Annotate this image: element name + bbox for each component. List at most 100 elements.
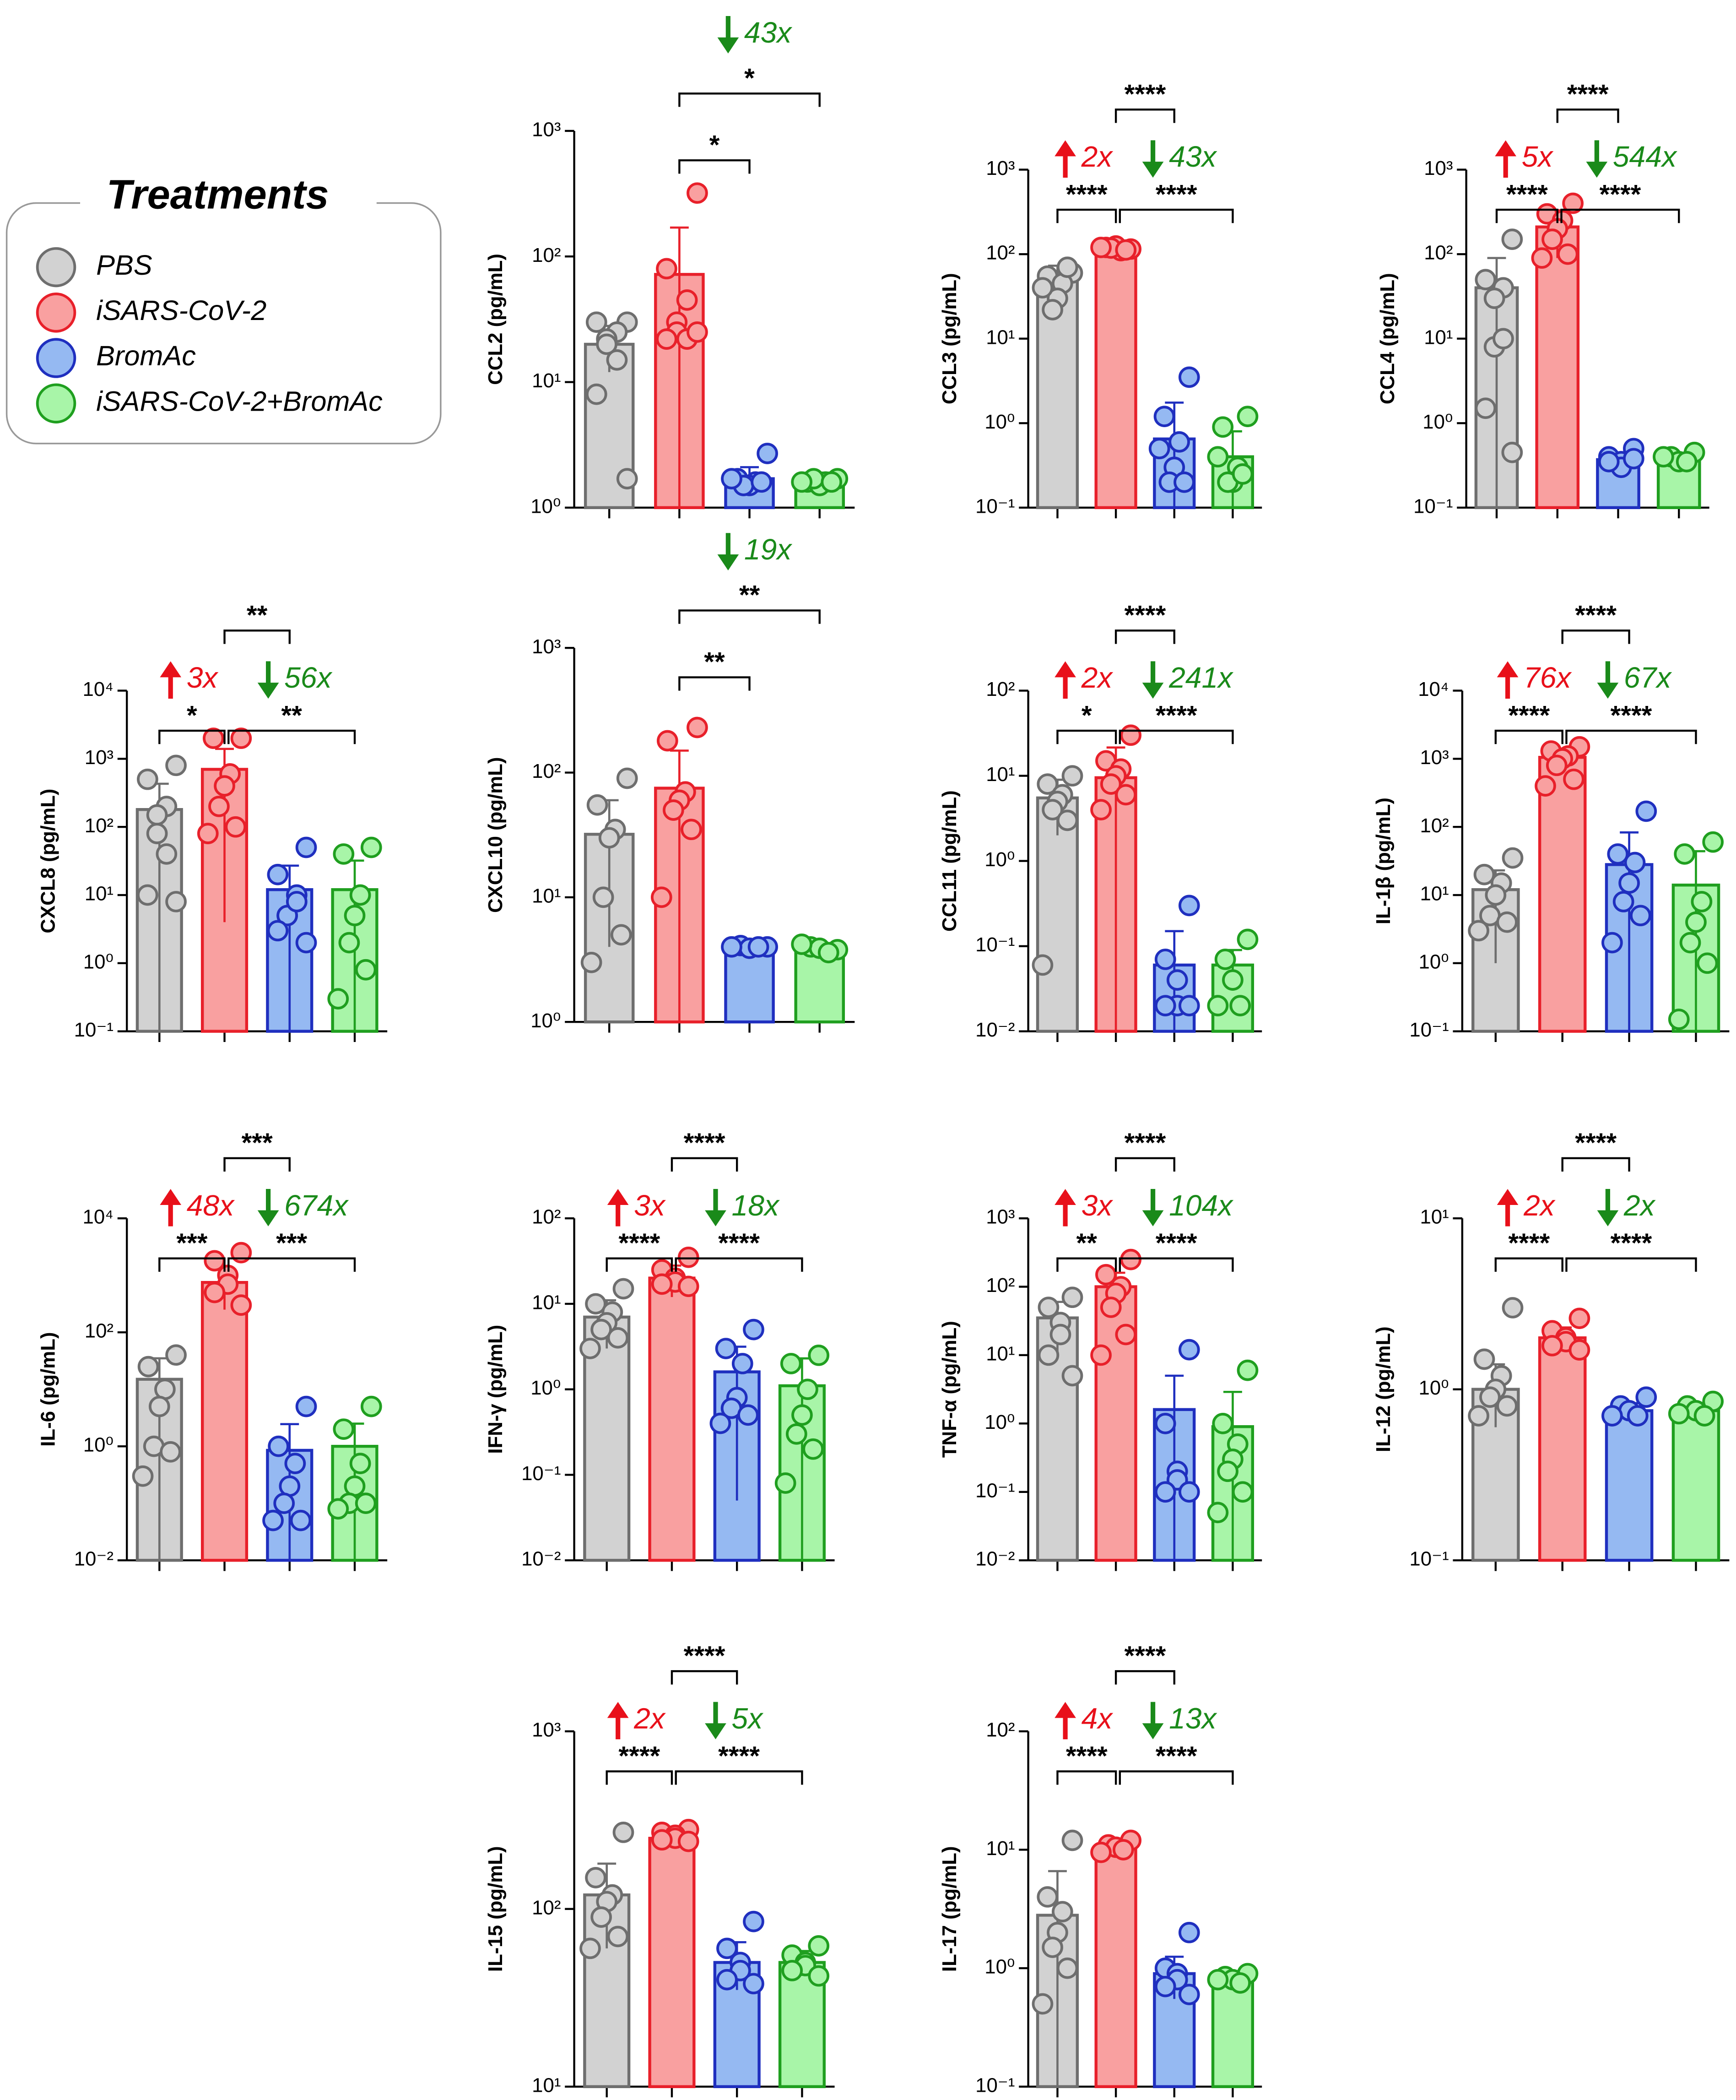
y-tick-label: 10⁻² xyxy=(975,1548,1015,1570)
fold-arrow-head xyxy=(160,1188,182,1205)
significance-label: **** xyxy=(1125,79,1166,109)
data-point xyxy=(656,328,677,350)
y-tick-label: 10⁻² xyxy=(74,1548,114,1570)
y-tick-label: 10³ xyxy=(1420,746,1449,769)
bar xyxy=(1211,1978,1255,2089)
fold-down-label: 544x xyxy=(1613,140,1677,173)
data-point xyxy=(1696,952,1718,974)
y-tick-label: 10³ xyxy=(1424,157,1453,179)
data-point xyxy=(203,727,224,749)
data-point xyxy=(1674,843,1696,865)
data-point xyxy=(612,1278,634,1300)
fold-arrow-head xyxy=(1586,162,1608,178)
data-point xyxy=(797,1378,818,1400)
y-tick-label: 10¹ xyxy=(532,1291,561,1313)
significance-label: **** xyxy=(1508,700,1550,730)
data-point xyxy=(1090,1841,1112,1863)
data-point xyxy=(590,1319,612,1340)
fold-up-label: 48x xyxy=(187,1189,235,1222)
significance-label: **** xyxy=(1125,600,1166,630)
data-point xyxy=(579,1338,601,1359)
significance-bracket xyxy=(1056,208,1117,223)
data-point xyxy=(1090,237,1112,258)
data-point xyxy=(774,1472,796,1494)
data-point xyxy=(1113,1839,1134,1861)
data-point xyxy=(731,1353,753,1374)
data-point xyxy=(1217,1460,1238,1482)
bar xyxy=(648,1276,696,1562)
data-point xyxy=(663,799,684,821)
data-point xyxy=(295,836,317,858)
data-point xyxy=(1090,1344,1112,1366)
data-point xyxy=(1154,1413,1176,1434)
data-point xyxy=(1635,800,1657,822)
data-point xyxy=(1042,1937,1063,1958)
fold-arrow-head xyxy=(607,1188,629,1205)
fold-arrow-head xyxy=(1497,1188,1519,1205)
y-tick-label: 10⁻¹ xyxy=(521,1462,561,1485)
y-axis-label: IL-1β (pg/mL) xyxy=(1372,798,1395,924)
data-point xyxy=(1618,872,1640,894)
data-point xyxy=(1038,1344,1060,1366)
significance-label: *** xyxy=(242,1128,273,1158)
data-point xyxy=(808,1965,830,1987)
data-point xyxy=(780,1353,802,1374)
data-point xyxy=(1232,463,1254,485)
data-point xyxy=(1601,932,1623,954)
data-point xyxy=(802,1438,824,1460)
data-point xyxy=(290,1509,312,1531)
data-point xyxy=(1485,884,1507,906)
data-point xyxy=(1032,1993,1054,2015)
significance-bracket xyxy=(1494,729,1563,744)
data-point xyxy=(598,827,620,849)
bar xyxy=(648,1837,696,2089)
fold-up-label: 3x xyxy=(634,1189,666,1222)
data-point xyxy=(1473,1348,1495,1370)
data-point xyxy=(1154,1975,1176,1997)
significance-label: **** xyxy=(1156,179,1197,209)
data-point xyxy=(1685,911,1707,933)
y-tick-label: 10⁰ xyxy=(1418,1377,1449,1399)
significance-bracket xyxy=(1119,729,1234,744)
data-point xyxy=(1702,831,1724,853)
data-point xyxy=(1115,239,1137,261)
data-point xyxy=(1229,1972,1251,1994)
fold-arrow-head xyxy=(1142,1210,1164,1226)
significance-bracket xyxy=(227,1257,356,1272)
y-tick-label: 10² xyxy=(986,678,1015,700)
data-point xyxy=(1237,928,1259,950)
y-tick-label: 10¹ xyxy=(532,2074,561,2096)
data-point xyxy=(267,920,289,942)
legend-swatch xyxy=(36,338,76,378)
data-point xyxy=(132,1465,154,1487)
data-point xyxy=(743,1973,764,1995)
y-tick-label: 10² xyxy=(85,814,114,837)
y-tick-label: 10⁻¹ xyxy=(975,2074,1015,2096)
data-point xyxy=(1178,1339,1200,1361)
data-point xyxy=(1627,1405,1649,1427)
data-point xyxy=(1178,1481,1200,1503)
significance-bracket xyxy=(1494,1257,1563,1272)
data-point xyxy=(1154,1481,1176,1503)
data-point xyxy=(333,1418,355,1440)
significance-bracket xyxy=(223,1157,291,1172)
data-point xyxy=(1153,406,1175,427)
data-point xyxy=(1051,1901,1073,1922)
fold-arrow-head xyxy=(1055,1702,1076,1718)
data-point xyxy=(580,951,602,973)
data-point xyxy=(1501,228,1523,250)
y-tick-label: 10¹ xyxy=(1424,326,1453,348)
fold-arrow-head xyxy=(607,1702,629,1718)
significance-bracket xyxy=(1114,1157,1175,1172)
data-point xyxy=(1166,969,1188,991)
fold-arrow-head xyxy=(705,1723,726,1740)
legend-swatch xyxy=(36,247,76,288)
significance-label: *** xyxy=(176,1228,207,1258)
fold-up-label: 4x xyxy=(1082,1702,1114,1735)
significance-bracket xyxy=(227,729,356,744)
y-tick-label: 10⁻¹ xyxy=(74,1019,114,1041)
significance-label: **** xyxy=(684,1128,725,1158)
data-point xyxy=(1229,995,1251,1016)
significance-label: **** xyxy=(718,1228,760,1258)
data-point xyxy=(817,942,839,964)
